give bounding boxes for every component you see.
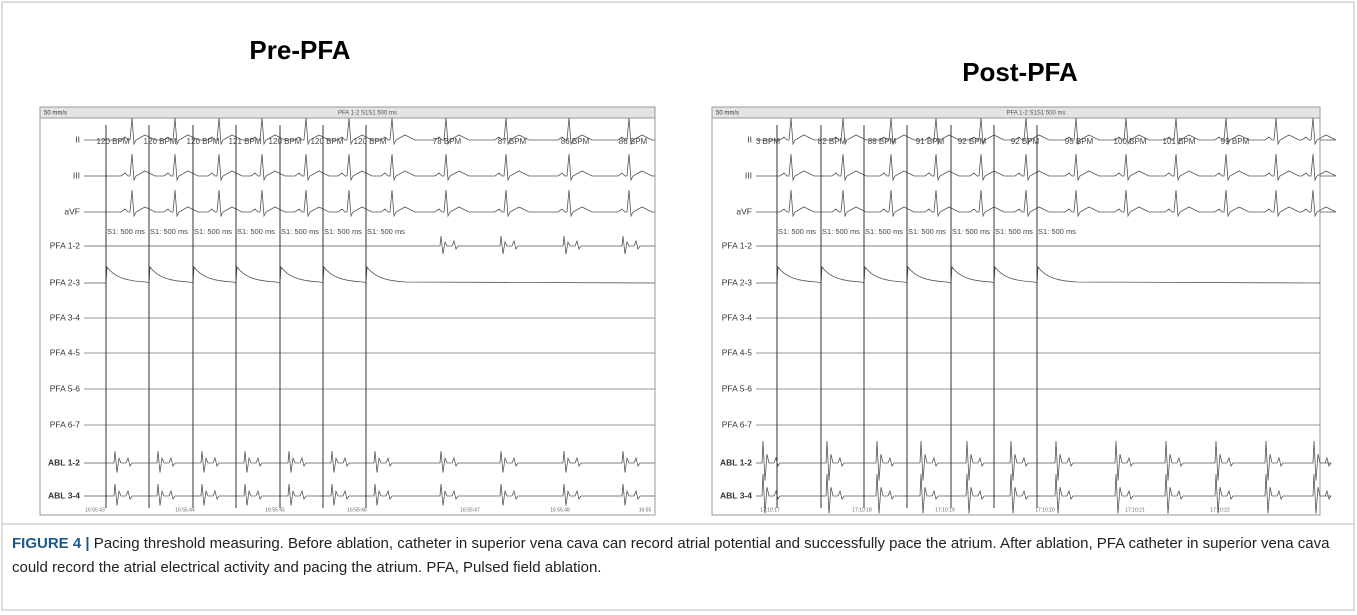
timestamp: 17:10:17 bbox=[760, 507, 780, 513]
bpm-label: 86 BPM bbox=[619, 137, 648, 146]
channel-label: PFA 4-5 bbox=[722, 347, 753, 357]
timestamp: 16:55:43 bbox=[85, 507, 105, 513]
bpm-label: 92 BPM bbox=[1011, 137, 1040, 146]
pacing-label: S1: 500 ms bbox=[281, 227, 319, 236]
channel-label: PFA 2-3 bbox=[50, 277, 81, 287]
panel-title: Pre-PFA bbox=[249, 35, 350, 65]
pacing-label: S1: 500 ms bbox=[865, 227, 903, 236]
bpm-label: 120 BPM bbox=[187, 137, 220, 146]
pacing-label: S1: 500 ms bbox=[237, 227, 275, 236]
pacing-label: S1: 500 ms bbox=[324, 227, 362, 236]
bpm-label: 120 BPM bbox=[269, 137, 302, 146]
caption: FIGURE 4 | Pacing threshold measuring. B… bbox=[12, 532, 1342, 580]
caption-label: FIGURE 4 | bbox=[12, 535, 90, 552]
timestamp: 16:55:48 bbox=[550, 507, 570, 513]
trace bbox=[756, 190, 1336, 216]
bpm-label: 91 BPM bbox=[916, 137, 945, 146]
channel-label: II bbox=[75, 134, 80, 144]
pacing-label: S1: 500 ms bbox=[194, 227, 232, 236]
channel-label: PFA 3-4 bbox=[50, 312, 81, 322]
trace bbox=[84, 154, 655, 180]
timestamp: 16:55:46 bbox=[347, 507, 367, 513]
bpm-label: 82 BPM bbox=[818, 137, 847, 146]
timestamp: 17:10:18 bbox=[852, 507, 872, 513]
timestamp: 17:10:21 bbox=[1125, 507, 1145, 513]
timestamp: 16:55:44 bbox=[175, 507, 195, 513]
channel-label: PFA 6-7 bbox=[722, 419, 753, 429]
channel-label: PFA 5-6 bbox=[50, 383, 81, 393]
timestamp: 17:10:19 bbox=[935, 507, 955, 513]
toolbar-protocol: PFA 1-2 S1S1 500 ms bbox=[338, 111, 397, 117]
channel-label: ABL 1-2 bbox=[48, 457, 80, 467]
bpm-label: 86 BPM bbox=[561, 137, 590, 146]
pacing-label: S1: 500 ms bbox=[952, 227, 990, 236]
timestamp: 16:55:45 bbox=[265, 507, 285, 513]
channel-label: PFA 3-4 bbox=[722, 312, 753, 322]
channel-label: III bbox=[73, 170, 80, 180]
channel-label: aVF bbox=[64, 206, 80, 216]
channel-label: aVF bbox=[736, 206, 752, 216]
bpm-label: 99 BPM bbox=[1221, 137, 1250, 146]
channel-label: PFA 4-5 bbox=[50, 347, 81, 357]
bpm-label: 95 BPM bbox=[1065, 137, 1094, 146]
bpm-label: 120 BPM bbox=[354, 137, 387, 146]
pacing-label: S1: 500 ms bbox=[1038, 227, 1076, 236]
trace bbox=[756, 154, 1336, 180]
bpm-label: 87 BPM bbox=[498, 137, 527, 146]
channel-label: PFA 1-2 bbox=[50, 240, 81, 250]
bpm-label: 3 BPM bbox=[756, 137, 780, 146]
channel-label: PFA 5-6 bbox=[722, 383, 753, 393]
trace bbox=[84, 236, 655, 254]
timestamp: 16:55:47 bbox=[460, 507, 480, 513]
channel-label: ABL 1-2 bbox=[720, 457, 752, 467]
channel-label: PFA 1-2 bbox=[722, 240, 753, 250]
figure: Pre-PFA Post-PFA 50 mm/s PFA 1-2 S1S1 500… bbox=[0, 0, 1357, 615]
bpm-label: 120 BPM bbox=[311, 137, 344, 146]
trace bbox=[756, 441, 1331, 481]
bpm-label: 120 BPM bbox=[144, 137, 177, 146]
trace bbox=[84, 484, 655, 506]
pacing-label: S1: 500 ms bbox=[107, 227, 145, 236]
channel-label: III bbox=[745, 170, 752, 180]
pacing-label: S1: 500 ms bbox=[822, 227, 860, 236]
trace bbox=[756, 267, 1320, 283]
channel-label: PFA 2-3 bbox=[722, 277, 753, 287]
toolbar-protocol: PFA 1-2 S1S1 500 ms bbox=[1006, 111, 1065, 117]
toolbar-speed: 50 mm/s bbox=[44, 111, 67, 117]
bpm-label: 92 BPM bbox=[958, 137, 987, 146]
channel-label: II bbox=[747, 134, 752, 144]
bpm-label: 78 BPM bbox=[433, 137, 462, 146]
bpm-label: 88 BPM bbox=[868, 137, 897, 146]
trace bbox=[84, 451, 655, 473]
page: Pre-PFA Post-PFA 50 mm/s PFA 1-2 S1S1 500… bbox=[0, 0, 1357, 615]
pacing-label: S1: 500 ms bbox=[995, 227, 1033, 236]
pacing-label: S1: 500 ms bbox=[367, 227, 405, 236]
pacing-label: S1: 500 ms bbox=[150, 227, 188, 236]
panel-title: Post-PFA bbox=[962, 57, 1078, 87]
pacing-label: S1: 500 ms bbox=[778, 227, 816, 236]
trace bbox=[84, 267, 655, 283]
recording-frame bbox=[712, 107, 1320, 515]
timestamp: 17:10:20 bbox=[1035, 507, 1055, 513]
bpm-label: 101 BPM bbox=[1163, 137, 1196, 146]
channel-label: ABL 3-4 bbox=[720, 490, 752, 500]
pacing-label: S1: 500 ms bbox=[908, 227, 946, 236]
figure-border bbox=[2, 2, 1354, 524]
timestamp: 17:10:22 bbox=[1210, 507, 1230, 513]
bpm-label: 120 BPM bbox=[97, 137, 130, 146]
timestamp: 16:55 bbox=[639, 507, 652, 513]
channel-label: PFA 6-7 bbox=[50, 419, 81, 429]
bpm-label: 100 BPM bbox=[1114, 137, 1147, 146]
bpm-label: 121 BPM bbox=[229, 137, 262, 146]
trace bbox=[84, 190, 655, 216]
caption-text: Pacing threshold measuring. Before ablat… bbox=[12, 535, 1329, 576]
channel-label: ABL 3-4 bbox=[48, 490, 80, 500]
toolbar-speed: 50 mm/s bbox=[716, 111, 739, 117]
